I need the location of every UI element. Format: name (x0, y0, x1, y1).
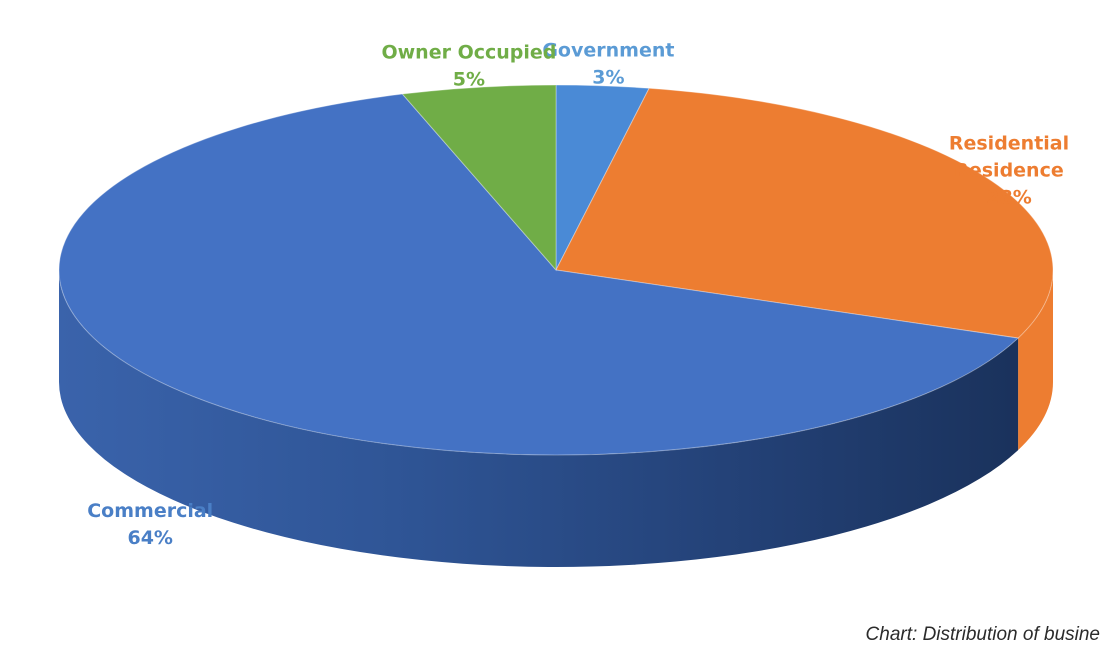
data-label-owner-occupied: Owner Occupied 5% (381, 41, 556, 90)
pie-side-layer (58, 270, 1053, 567)
data-label-name: Residential (949, 133, 1069, 155)
data-label-name: Owner Occupied (381, 41, 556, 63)
pie-side-commercial (58, 270, 1019, 567)
pie-slice-residential-residence (555, 87, 1054, 339)
data-label-name: Residence (954, 160, 1064, 182)
data-label-value: 28% (986, 187, 1031, 209)
data-label-name: Commercial (87, 500, 213, 522)
pie-slice-owner-occupied (401, 84, 557, 272)
pie-side-residential-residence (1018, 270, 1053, 451)
pie-top-layer (58, 84, 1054, 456)
data-label-value: 64% (127, 527, 172, 549)
data-label-residential-residence: Residential Residence 28% (949, 133, 1069, 209)
pie-slice-commercial (58, 93, 1020, 456)
pie-label-layer: Government 3% Residential Residence 28% Comme… (87, 40, 1069, 549)
data-label-government: Government 3% (542, 40, 674, 89)
chart-caption: Chart: Distribution of busine (865, 624, 1100, 645)
data-label-value: 5% (453, 68, 485, 90)
data-label-name: Government (542, 40, 674, 62)
data-label-commercial: Commercial 64% (87, 500, 213, 549)
data-label-value: 3% (592, 67, 624, 89)
pie-slice-government (555, 84, 650, 271)
